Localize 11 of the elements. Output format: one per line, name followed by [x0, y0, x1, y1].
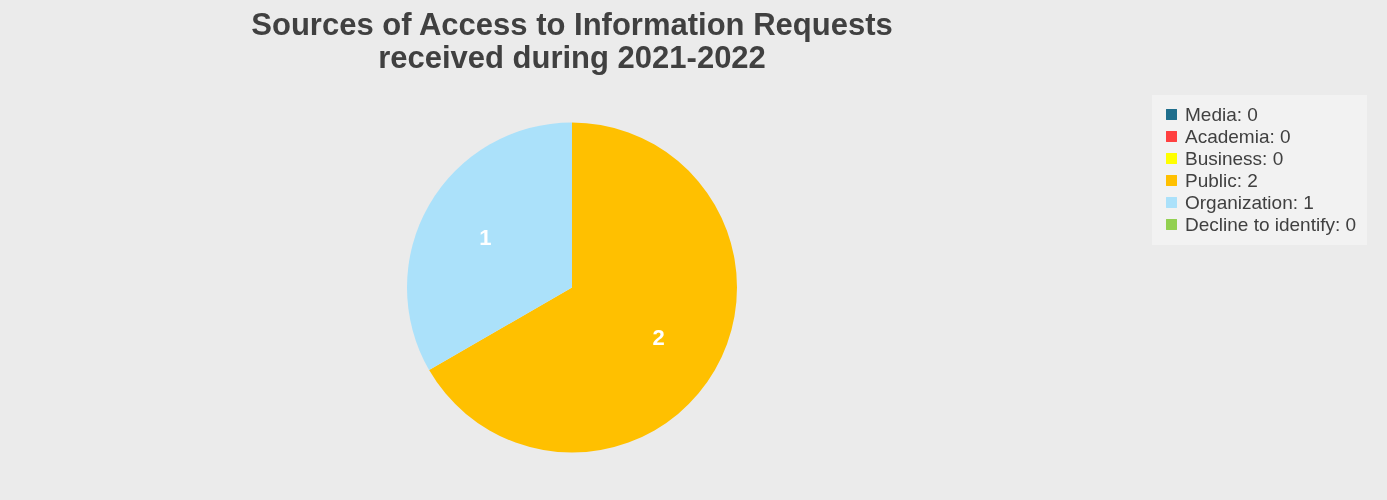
- legend-label: Public: 2: [1185, 169, 1258, 191]
- legend-label: Academia: 0: [1185, 125, 1291, 147]
- pie-slice: [407, 122, 572, 370]
- chart-title: Sources of Access to Information Requests received during 2021-2022: [251, 7, 893, 75]
- legend-label: Decline to identify: 0: [1185, 213, 1357, 235]
- legend-label: Business: 0: [1185, 147, 1284, 169]
- data-label: 2: [652, 324, 665, 350]
- data-label: 1: [479, 224, 492, 250]
- legend-label: Media: 0: [1185, 103, 1258, 125]
- pie-slice: [429, 122, 737, 453]
- legend-label: Organization: 1: [1185, 191, 1314, 213]
